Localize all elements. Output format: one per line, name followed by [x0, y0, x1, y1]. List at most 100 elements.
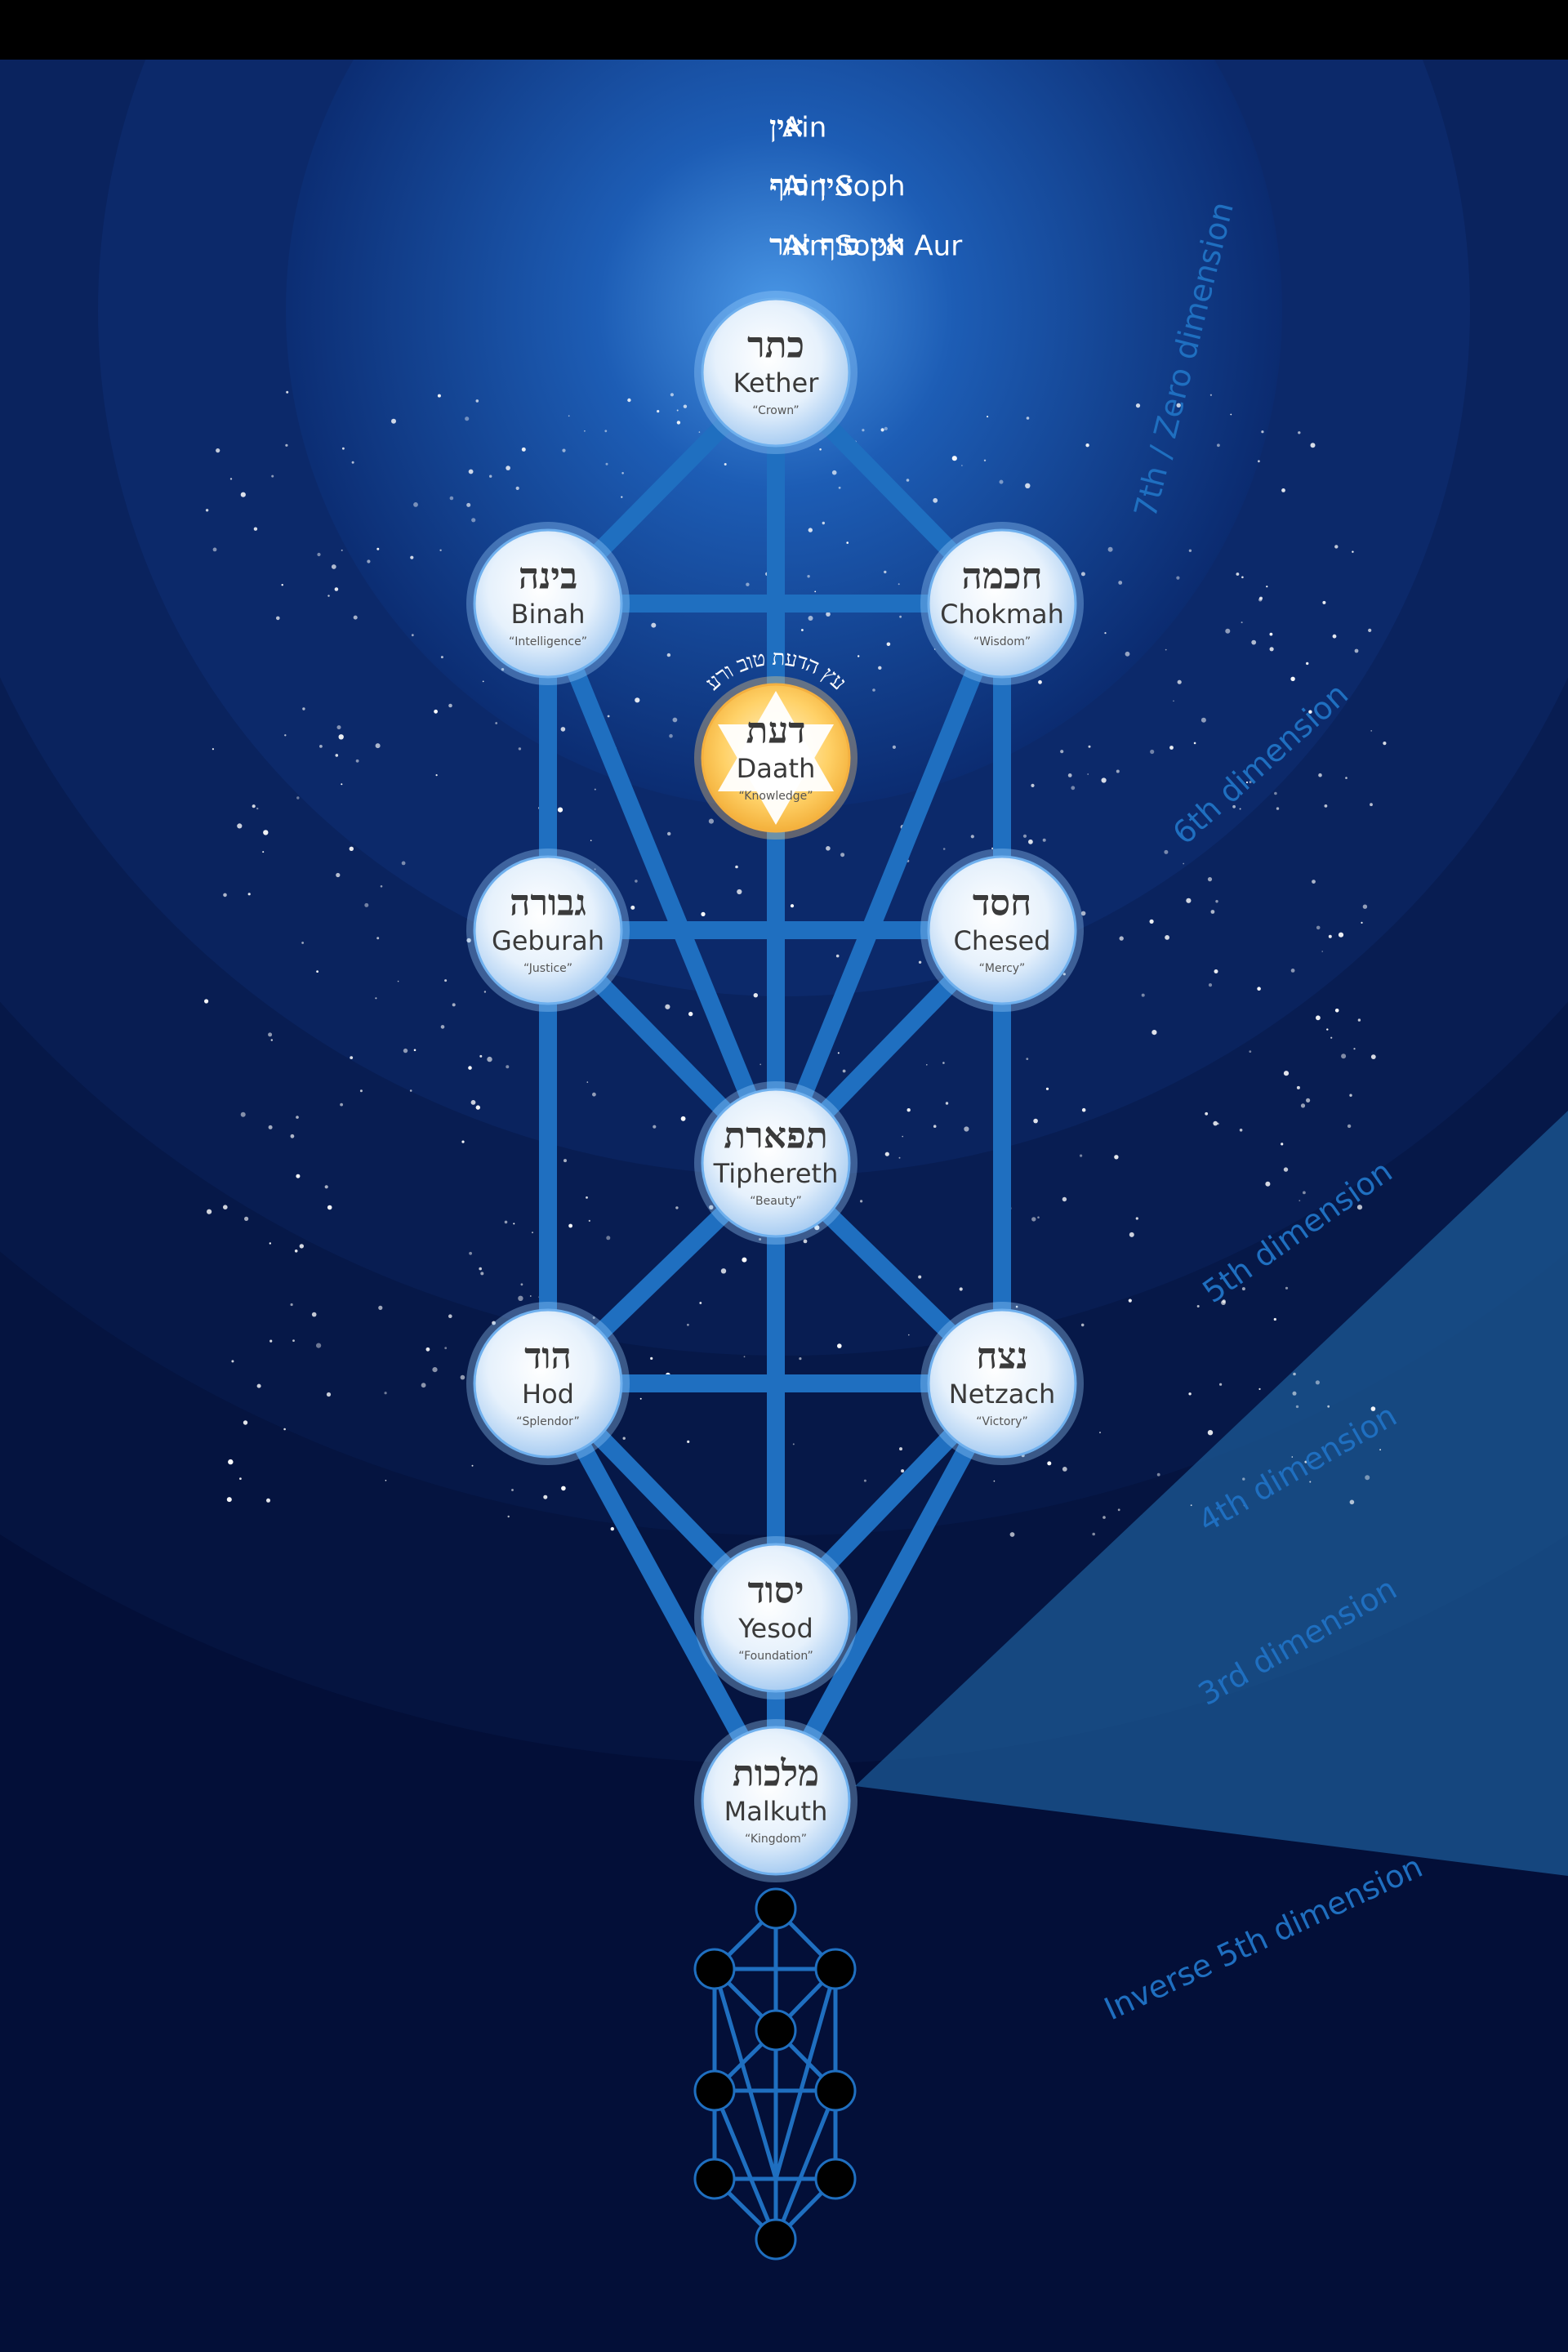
lower-node [816, 2071, 855, 2110]
star [846, 541, 849, 544]
star [1189, 550, 1192, 552]
star [1261, 430, 1263, 433]
star [814, 591, 816, 593]
star [301, 942, 304, 944]
star [518, 1296, 523, 1301]
star [1270, 647, 1274, 651]
star [543, 1495, 547, 1499]
star [241, 1112, 246, 1117]
star [1383, 742, 1386, 745]
star [630, 906, 635, 910]
star [1318, 773, 1322, 777]
node-meaning: “Beauty” [750, 1195, 802, 1208]
star [521, 1283, 523, 1285]
star [884, 427, 888, 430]
star [1284, 1071, 1289, 1076]
lower-node [756, 1889, 795, 1928]
star [1068, 773, 1072, 777]
star [878, 666, 881, 670]
star [434, 710, 438, 714]
star [1047, 1461, 1051, 1465]
star [1025, 483, 1030, 488]
star [432, 1367, 437, 1372]
star [721, 1268, 726, 1273]
star [228, 1459, 233, 1464]
lower-node [816, 2159, 855, 2198]
star [1350, 1500, 1355, 1505]
star [1330, 1037, 1332, 1039]
star [907, 1108, 911, 1111]
star [1209, 983, 1212, 987]
star [244, 1217, 248, 1221]
star [513, 1223, 514, 1224]
star [1164, 850, 1168, 854]
sephirah: כתרKether“Crown” [694, 291, 858, 454]
star [558, 808, 563, 813]
star [838, 1052, 840, 1054]
header-name: Ain Soph [782, 171, 906, 203]
node-meaning: “Intelligence” [509, 635, 587, 648]
node-meaning: “Victory” [976, 1415, 1027, 1428]
star [1037, 1216, 1040, 1218]
star [687, 1324, 689, 1326]
star [216, 448, 220, 452]
star [1365, 1475, 1370, 1480]
node-hebrew: גבורה [510, 883, 586, 924]
star [943, 848, 946, 850]
star [608, 715, 610, 718]
node-name: Daath [737, 753, 816, 784]
star [826, 612, 831, 617]
star [1023, 835, 1027, 838]
node-meaning: “Kingdom” [745, 1833, 807, 1846]
star [256, 808, 258, 809]
star [1102, 777, 1107, 782]
star [450, 497, 454, 501]
star [667, 653, 670, 657]
star [1125, 652, 1130, 657]
star [1104, 632, 1106, 634]
star [402, 862, 406, 866]
star [284, 734, 286, 736]
star [378, 1306, 382, 1310]
star [341, 783, 342, 785]
star [793, 1443, 795, 1445]
top-bar [0, 0, 1568, 60]
star [952, 456, 957, 461]
star [1060, 750, 1063, 753]
star [961, 465, 963, 466]
star [325, 1185, 328, 1188]
star [994, 1481, 996, 1482]
star [317, 553, 320, 556]
star [1251, 640, 1256, 645]
star [881, 428, 884, 431]
star [1258, 1388, 1260, 1390]
star [356, 760, 359, 763]
star [1165, 935, 1169, 940]
star [472, 1465, 474, 1467]
star [367, 559, 370, 563]
star [568, 1224, 572, 1228]
star [1129, 1299, 1132, 1303]
star [335, 587, 339, 591]
star [670, 393, 674, 396]
star [270, 1340, 272, 1343]
star [471, 1100, 476, 1105]
header-name: Ain Soph Aur [782, 230, 962, 263]
star [1085, 443, 1089, 447]
star [1265, 1182, 1270, 1187]
star [1173, 701, 1174, 702]
star [285, 444, 287, 447]
star [1210, 394, 1212, 396]
star [1274, 1318, 1276, 1321]
star [506, 466, 510, 470]
lower-node [695, 1949, 734, 1989]
star [918, 1276, 921, 1279]
node-meaning: “Crown” [752, 404, 799, 417]
star [826, 846, 831, 851]
star [1194, 742, 1196, 745]
star [327, 595, 329, 596]
star [568, 415, 570, 416]
star [1043, 839, 1046, 842]
node-name: Yesod [737, 1613, 813, 1644]
